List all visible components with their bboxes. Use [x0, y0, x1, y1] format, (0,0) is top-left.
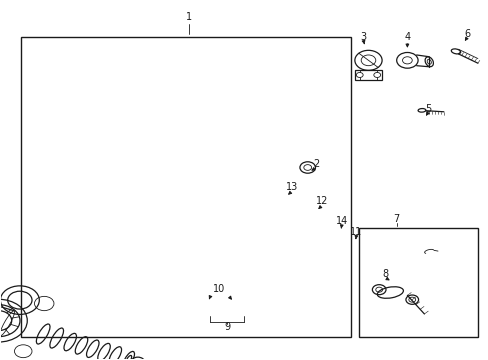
Text: 5: 5 [424, 104, 430, 113]
Text: 6: 6 [463, 28, 469, 39]
Text: 7: 7 [393, 214, 399, 224]
Bar [358, 228, 477, 337]
Text: 9: 9 [224, 322, 230, 332]
Text: 13: 13 [285, 182, 298, 192]
Text: 14: 14 [335, 216, 347, 226]
Circle shape [373, 72, 380, 77]
Bar [21, 37, 351, 337]
Circle shape [356, 72, 363, 77]
Text: 3: 3 [360, 32, 366, 42]
Bar [354, 70, 381, 80]
Text: 10: 10 [212, 284, 224, 294]
Text: 1: 1 [185, 13, 191, 22]
Text: 8: 8 [382, 269, 388, 279]
Text: 12: 12 [315, 197, 328, 206]
Text: 11: 11 [349, 227, 362, 237]
Text: 4: 4 [404, 32, 409, 42]
Text: 2: 2 [312, 159, 319, 169]
